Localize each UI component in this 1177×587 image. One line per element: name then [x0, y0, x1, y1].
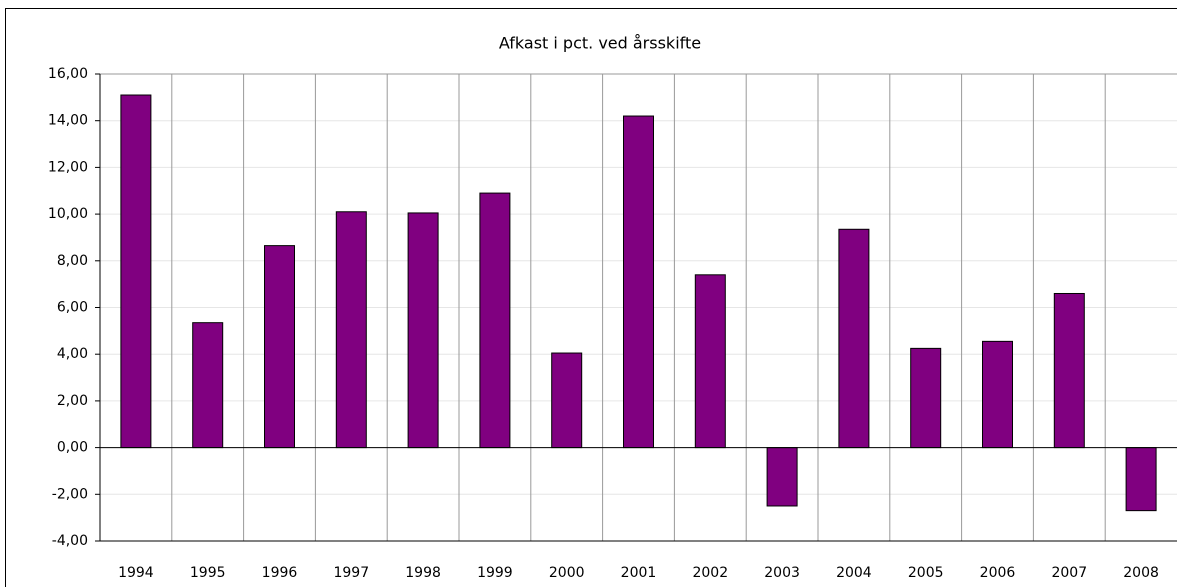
- y-tick-label: -4,00: [52, 533, 88, 549]
- chart-frame: [5, 8, 1177, 587]
- x-tick-label: 1997: [333, 565, 369, 581]
- bar: [910, 347, 942, 449]
- x-tick-label: 2008: [1123, 565, 1159, 581]
- bar: [335, 211, 367, 449]
- bar: [623, 115, 654, 449]
- bar: [120, 94, 152, 449]
- x-tick-label: 1996: [262, 565, 298, 581]
- x-tick-label: 2002: [692, 565, 728, 581]
- chart-title: Afkast i pct. ved årsskifte: [499, 34, 701, 53]
- x-tick-label: 2001: [621, 565, 657, 581]
- y-tick-label: -2,00: [52, 486, 88, 502]
- y-tick-label: 8,00: [57, 253, 88, 269]
- bar: [192, 322, 224, 449]
- x-tick-label: 2000: [549, 565, 585, 581]
- y-tick-label: 4,00: [57, 346, 88, 362]
- x-tick-label: 1999: [477, 565, 513, 581]
- y-tick-label: 2,00: [57, 393, 88, 409]
- bar: [838, 228, 870, 449]
- x-tick-label: 1998: [405, 565, 441, 581]
- x-tick-label: 1995: [190, 565, 226, 581]
- y-tick-label: 0,00: [57, 440, 88, 456]
- x-tick-label: 2006: [980, 565, 1016, 581]
- y-tick-label: 12,00: [48, 159, 88, 175]
- bar: [551, 352, 583, 449]
- x-tick-label: 2004: [836, 565, 872, 581]
- bar: [766, 447, 798, 507]
- y-tick-label: 14,00: [48, 113, 88, 129]
- bar: [982, 340, 1013, 449]
- y-tick-label: 16,00: [48, 66, 88, 82]
- bar: [1125, 447, 1157, 512]
- bar: [479, 192, 511, 449]
- y-tick-label: 10,00: [48, 206, 88, 222]
- x-tick-label: 2005: [908, 565, 944, 581]
- x-tick-label: 2003: [764, 565, 800, 581]
- x-tick-label: 1994: [118, 565, 154, 581]
- y-tick-label: 6,00: [57, 300, 88, 316]
- x-tick-label: 2007: [1051, 565, 1087, 581]
- bar: [407, 212, 439, 449]
- bar: [1053, 292, 1085, 449]
- bar: [264, 245, 295, 449]
- bar: [694, 274, 726, 449]
